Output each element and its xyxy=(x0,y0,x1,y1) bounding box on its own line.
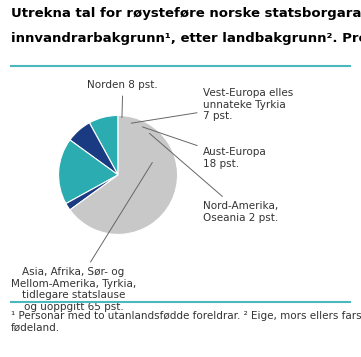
Text: ¹ Personar med to utanlandsfødde foreldrar. ² Eige, mors ellers fars
fødeland.: ¹ Personar med to utanlandsfødde foreldr… xyxy=(11,311,361,332)
Text: Vest-Europa elles
unnateke Tyrkia
7 pst.: Vest-Europa elles unnateke Tyrkia 7 pst. xyxy=(131,88,293,123)
Text: Aust-Europa
18 pst.: Aust-Europa 18 pst. xyxy=(143,127,266,169)
Text: Asia, Afrika, Sør- og
Mellom-Amerika, Tyrkia,
tidlegare statslause
og uoppgitt 6: Asia, Afrika, Sør- og Mellom-Amerika, Ty… xyxy=(11,162,152,312)
Text: Norden 8 pst.: Norden 8 pst. xyxy=(87,80,158,117)
Wedge shape xyxy=(58,140,118,203)
Text: innvandrarbakgrunn¹, etter landbakgrunn². Prosent: innvandrarbakgrunn¹, etter landbakgrunn²… xyxy=(11,32,361,45)
Wedge shape xyxy=(90,115,118,175)
Text: Nord-Amerika,
Oseania 2 pst.: Nord-Amerika, Oseania 2 pst. xyxy=(149,133,278,223)
Wedge shape xyxy=(70,115,178,235)
Text: Utrekna tal for røysteføre norske statsborgarar med: Utrekna tal for røysteføre norske statsb… xyxy=(11,7,361,20)
Wedge shape xyxy=(70,123,118,175)
Wedge shape xyxy=(66,175,118,210)
